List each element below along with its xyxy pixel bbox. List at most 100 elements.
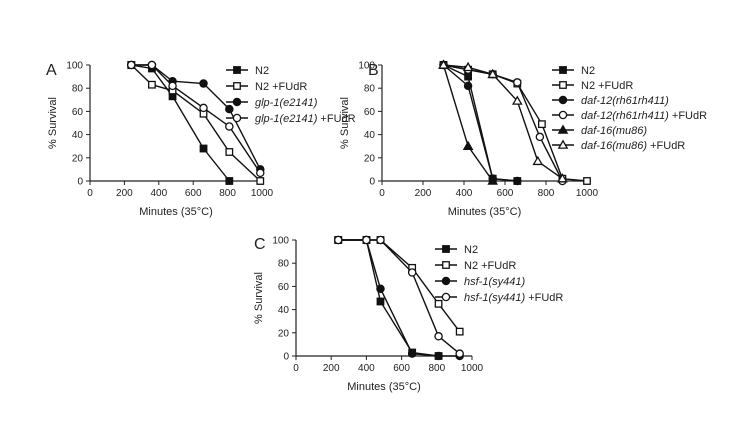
legend-label: N2 +FUdR bbox=[464, 260, 516, 272]
data-point bbox=[376, 284, 385, 293]
data-point bbox=[225, 122, 234, 131]
y-tick-label-a: 80 bbox=[72, 84, 84, 95]
legend-entry-c-1: N2 bbox=[435, 244, 478, 256]
x-tick-label-a: 0 bbox=[87, 188, 93, 199]
legend-marker bbox=[557, 139, 569, 149]
x-tick-label-b: 200 bbox=[415, 188, 432, 199]
data-point bbox=[455, 349, 464, 358]
legend-label: N2 +FUdR bbox=[255, 81, 307, 93]
legend-label: daf-16(mu86) bbox=[581, 125, 647, 137]
series-b-4 bbox=[439, 60, 567, 186]
data-point bbox=[487, 68, 499, 79]
data-point bbox=[462, 61, 474, 72]
legend-label-italic: glp-1(e2141) bbox=[255, 113, 318, 125]
legend-entry-a-3: glp-1(e2141) bbox=[226, 97, 318, 109]
data-point bbox=[256, 177, 265, 185]
legend-label-suffix: +FUdR bbox=[669, 110, 707, 122]
x-tick-label-c: 0 bbox=[293, 363, 299, 374]
legend-label-plain: N2 +FUdR bbox=[255, 81, 307, 93]
y-tick-label-a: 100 bbox=[66, 61, 83, 72]
legend-marker bbox=[559, 66, 567, 74]
legend-label: daf-12(rh61rh411) bbox=[581, 95, 669, 107]
legend-marker bbox=[559, 81, 567, 89]
legend-marker bbox=[442, 245, 450, 253]
series-c-4 bbox=[333, 235, 464, 358]
legend-entry-b-4: daf-12(rh61rh411) +FUdR bbox=[552, 110, 707, 122]
y-tick-label-a: 40 bbox=[72, 130, 84, 141]
legend-label: N2 bbox=[464, 244, 478, 256]
series-line bbox=[443, 64, 518, 182]
data-point bbox=[535, 132, 545, 142]
legend-label-italic: glp-1(e2141) bbox=[255, 97, 318, 109]
data-point bbox=[455, 327, 464, 336]
x-tick-label-c: 400 bbox=[358, 363, 375, 374]
data-point bbox=[538, 120, 546, 129]
data-point bbox=[513, 176, 522, 186]
x-tick-label-a: 400 bbox=[150, 188, 167, 199]
x-tick-label-b: 800 bbox=[538, 188, 555, 199]
x-tick-label-a: 200 bbox=[116, 188, 133, 199]
legend-label-italic: hsf-1(sy441) bbox=[464, 292, 525, 304]
legend-label-plain: N2 bbox=[255, 65, 269, 77]
data-point bbox=[147, 60, 157, 70]
legend-marker bbox=[558, 95, 568, 105]
legend-marker bbox=[232, 97, 242, 107]
x-tick-label-c: 200 bbox=[323, 363, 340, 374]
data-point bbox=[168, 81, 177, 91]
y-tick-label-c: 80 bbox=[278, 259, 290, 270]
y-tick-label-b: 40 bbox=[364, 130, 376, 141]
data-point bbox=[376, 297, 385, 306]
y-tick-label-b: 100 bbox=[358, 61, 375, 72]
data-point bbox=[148, 80, 156, 89]
y-tick-label-c: 100 bbox=[272, 236, 289, 247]
data-point bbox=[463, 81, 473, 91]
legend-marker bbox=[233, 82, 241, 90]
y-tick-label-b: 80 bbox=[364, 84, 376, 95]
legend-entry-c-2: N2 +FUdR bbox=[435, 260, 516, 272]
legend-marker bbox=[441, 276, 451, 286]
legend-label: daf-12(rh61rh411) +FUdR bbox=[581, 110, 707, 122]
legend-marker bbox=[441, 292, 451, 302]
data-point bbox=[199, 79, 208, 88]
legend-label-italic: hsf-1(sy441) bbox=[464, 276, 525, 288]
legend-label: glp-1(e2141) +FUdR bbox=[255, 113, 356, 125]
legend-label-italic: daf-16(mu86) bbox=[581, 140, 647, 152]
legend-label-plain: N2 bbox=[464, 244, 478, 256]
data-point bbox=[462, 140, 474, 151]
legend-label: N2 bbox=[581, 65, 595, 77]
data-point bbox=[225, 148, 234, 156]
legend-marker bbox=[442, 261, 450, 269]
series-a-1 bbox=[127, 61, 234, 185]
x-tick-label-b: 0 bbox=[379, 188, 385, 199]
legend-label-italic: daf-12(rh61rh411) bbox=[581, 95, 669, 107]
series-line bbox=[338, 239, 461, 355]
series-line bbox=[338, 239, 461, 333]
legend-marker bbox=[558, 110, 568, 120]
x-tick-label-b: 1000 bbox=[576, 188, 599, 199]
x-tick-label-c: 600 bbox=[393, 363, 410, 374]
y-axis-title-c: % Survival bbox=[253, 272, 265, 324]
data-point bbox=[434, 351, 443, 361]
legend-label-plain: N2 +FUdR bbox=[464, 260, 516, 272]
legend-label-suffix: +FUdR bbox=[317, 113, 355, 125]
x-tick-label-c: 800 bbox=[428, 363, 445, 374]
x-axis-title-c: Minutes (35°C) bbox=[347, 381, 420, 393]
legend-label: hsf-1(sy441) +FUdR bbox=[464, 292, 563, 304]
data-point bbox=[438, 59, 449, 69]
data-point bbox=[407, 268, 417, 277]
legend-label: daf-16(mu86) +FUdR bbox=[581, 140, 685, 152]
legend-entry-b-1: N2 bbox=[552, 65, 595, 77]
data-point bbox=[434, 332, 443, 341]
data-point bbox=[225, 177, 234, 185]
x-tick-label-a: 600 bbox=[185, 188, 202, 199]
data-point bbox=[464, 72, 473, 81]
data-point bbox=[557, 173, 568, 183]
legend-label-italic: daf-12(rh61rh411) bbox=[581, 110, 669, 122]
data-point bbox=[127, 60, 136, 70]
legend-entry-a-4: glp-1(e2141) +FUdR bbox=[226, 113, 356, 125]
panel-label-a: A bbox=[46, 62, 57, 79]
x-tick-label-c: 1000 bbox=[461, 363, 484, 374]
